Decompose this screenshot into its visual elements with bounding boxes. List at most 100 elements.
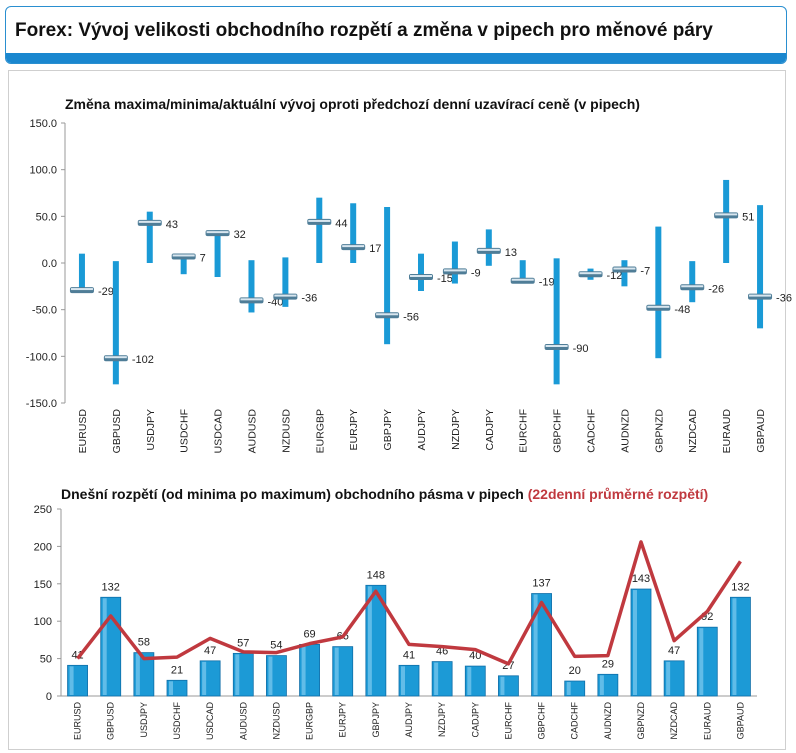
x-tick-label: GBPAUD xyxy=(735,702,745,740)
range-bar xyxy=(621,260,628,287)
current-marker-highlight xyxy=(342,245,365,248)
current-marker-highlight xyxy=(206,231,229,234)
range-bar xyxy=(757,205,764,329)
x-tick-label: AUDUSD xyxy=(238,702,248,741)
chart2-title-main: Dnešní rozpětí (od minima po maximum) ob… xyxy=(61,486,524,502)
bar-value-label: 132 xyxy=(102,581,120,593)
x-tick-label: EURUSD xyxy=(73,702,83,741)
chart1-title: Změna maxima/minima/aktuální vývoj oprot… xyxy=(65,96,640,112)
bar-highlight xyxy=(467,667,472,695)
bar-highlight xyxy=(102,598,107,695)
current-value-label: -102 xyxy=(132,354,154,366)
current-marker-highlight xyxy=(138,220,161,223)
range-bar xyxy=(418,253,424,291)
bar-value-label: 40 xyxy=(469,650,481,662)
x-tick-label: NZDCAD xyxy=(669,702,679,740)
x-tick-label: USDCAD xyxy=(205,702,215,741)
x-tick-label: EURAUD xyxy=(721,409,733,454)
y-tick-label: 100.0 xyxy=(29,165,57,177)
current-marker-highlight xyxy=(240,298,263,301)
range-bar xyxy=(553,258,560,385)
x-tick-label: NZDUSD xyxy=(280,409,292,453)
y-tick-label: 100 xyxy=(34,616,52,628)
x-tick-label: EURCHF xyxy=(518,409,530,453)
y-tick-label: -150.0 xyxy=(26,398,57,410)
current-marker-highlight xyxy=(613,267,636,270)
bar-value-label: 47 xyxy=(204,645,216,657)
current-value-label: -26 xyxy=(708,283,724,295)
current-marker-highlight xyxy=(410,275,432,277)
range-bar xyxy=(146,211,153,263)
bar-value-label: 57 xyxy=(237,637,249,649)
bar-highlight xyxy=(566,682,571,695)
current-value-label: -90 xyxy=(573,343,589,355)
bar-value-label: 47 xyxy=(668,645,680,657)
current-value-label: -12 xyxy=(607,270,623,282)
chart2-title-suffix: (22denní průměrné rozpětí) xyxy=(528,486,708,502)
current-marker-highlight xyxy=(511,278,534,281)
current-marker-highlight xyxy=(376,313,399,316)
range-bar xyxy=(248,260,255,313)
x-tick-label: GBPUSD xyxy=(111,409,123,454)
header-accent-bar xyxy=(6,53,786,63)
bar-highlight xyxy=(599,675,604,695)
current-value-label: -36 xyxy=(301,293,317,305)
current-marker-highlight xyxy=(104,356,127,359)
current-marker-highlight xyxy=(681,285,704,288)
x-tick-label: CADJPY xyxy=(484,409,496,450)
x-tick-label: CADCHF xyxy=(570,701,580,739)
bar-value-label: 20 xyxy=(569,665,581,677)
x-tick-label: USDCHF xyxy=(179,409,191,453)
current-marker xyxy=(578,271,603,278)
y-tick-label: 150 xyxy=(34,579,52,591)
current-marker-highlight xyxy=(308,219,331,222)
daily-range-chart: Dnešní rozpětí (od minima po maximum) ob… xyxy=(34,486,757,741)
bar-value-label: 137 xyxy=(532,578,550,590)
x-tick-label: GBPNZD xyxy=(636,702,646,740)
current-value-label: 13 xyxy=(505,247,517,259)
bar-highlight xyxy=(500,676,505,695)
x-tick-label: GBPNZD xyxy=(653,409,665,453)
bar-value-label: 54 xyxy=(270,640,282,652)
bar-highlight xyxy=(235,654,240,695)
x-tick-label: GBPCHF xyxy=(552,409,564,453)
bar-highlight xyxy=(732,598,737,695)
bar-highlight xyxy=(334,647,339,695)
x-tick-label: EURJPY xyxy=(348,409,360,450)
x-tick-label: EURCHF xyxy=(503,701,513,739)
current-value-label: -15 xyxy=(437,273,453,285)
x-tick-label: USDCHF xyxy=(172,701,182,739)
x-tick-label: USDJPY xyxy=(145,409,157,450)
bar-highlight xyxy=(367,586,372,695)
page-title: Forex: Vývoj velikosti obchodního rozpět… xyxy=(15,20,713,41)
x-tick-label: GBPJPY xyxy=(371,702,381,738)
bar-highlight xyxy=(434,662,439,695)
x-tick-label: GBPUSD xyxy=(106,702,116,741)
bar-value-label: 41 xyxy=(403,649,415,661)
x-tick-label: AUDNZD xyxy=(619,409,631,453)
page-header: Forex: Vývoj velikosti obchodního rozpět… xyxy=(5,6,787,64)
x-tick-label: AUDJPY xyxy=(404,702,414,738)
current-marker-highlight xyxy=(70,288,93,291)
charts-panel: Změna maxima/minima/aktuální vývoj oprot… xyxy=(8,70,792,750)
y-tick-label: 50.0 xyxy=(36,211,57,223)
bar-highlight xyxy=(699,628,704,695)
average-line xyxy=(76,540,742,666)
x-tick-label: EURUSD xyxy=(77,409,89,454)
x-tick-label: EURJPY xyxy=(338,702,348,738)
x-tick-label: GBPJPY xyxy=(382,409,394,450)
current-marker-highlight xyxy=(477,248,500,251)
bar-highlight xyxy=(533,594,538,695)
current-marker-highlight xyxy=(715,213,738,216)
y-tick-label: 0.0 xyxy=(42,258,57,270)
current-value-label: -19 xyxy=(539,277,555,289)
x-tick-label: NZDCAD xyxy=(687,409,699,453)
current-value-label: -7 xyxy=(640,266,650,278)
x-tick-label: EURGBP xyxy=(314,409,326,453)
current-value-label: -9 xyxy=(471,267,481,279)
x-tick-label: AUDUSD xyxy=(246,409,258,454)
current-marker-highlight xyxy=(749,294,772,297)
current-marker-highlight xyxy=(274,294,297,297)
range-bar xyxy=(214,230,221,277)
bar-highlight xyxy=(202,661,207,695)
